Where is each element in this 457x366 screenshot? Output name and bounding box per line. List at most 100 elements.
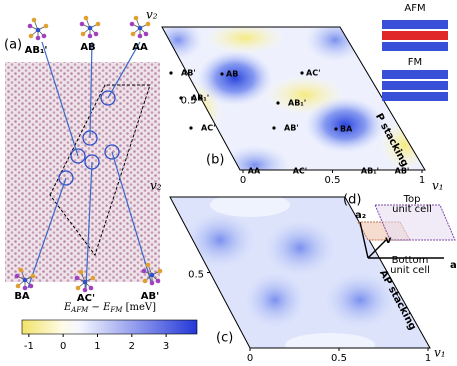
x-tick-label: 1 xyxy=(419,175,425,186)
atom xyxy=(74,275,80,281)
atom xyxy=(41,33,47,39)
atom xyxy=(129,21,135,27)
site-dot xyxy=(300,71,304,75)
atom xyxy=(133,15,139,21)
legend-fm: FM xyxy=(408,57,422,68)
colorbar-label-part: [meV] xyxy=(122,302,156,313)
diagram-label: a₂ xyxy=(355,210,366,221)
site-dot xyxy=(220,72,224,76)
atom xyxy=(149,280,155,286)
x-tick-label: 0.5 xyxy=(331,353,347,364)
atom xyxy=(43,23,49,29)
colorbar-label: EAFM − EFM [meV] xyxy=(63,302,156,315)
x-tick-label: 0.5 xyxy=(325,175,341,186)
atom xyxy=(35,35,41,41)
diagram-label: unit cell xyxy=(392,204,432,215)
site-label: AC' xyxy=(201,124,216,133)
site-label: AB xyxy=(80,42,95,53)
atom xyxy=(155,278,161,284)
heatmap-ap xyxy=(170,197,430,348)
y-tick-label: 0.5 xyxy=(188,270,204,281)
atom xyxy=(78,269,84,275)
x-tick-label: 0 xyxy=(247,353,253,364)
colorbar xyxy=(21,319,198,335)
diagram-label: Bottom xyxy=(392,255,429,266)
site-label: AB₁' xyxy=(25,45,48,56)
molecule-icon xyxy=(79,15,101,39)
site-label: AA xyxy=(248,167,261,176)
atom xyxy=(141,268,147,274)
panel-label: (b) xyxy=(206,153,224,168)
site-label: AB xyxy=(226,70,238,79)
y-axis-label: v₂ xyxy=(150,179,162,193)
moire-cell xyxy=(49,84,151,257)
panel-label: (a) xyxy=(4,38,22,53)
atom xyxy=(130,31,136,37)
site-label: AA xyxy=(132,42,148,53)
atom xyxy=(137,33,143,39)
site-dot xyxy=(276,101,280,105)
atom xyxy=(87,33,93,39)
site-label: AC' xyxy=(77,293,95,304)
colorbar-label-part: FM xyxy=(109,306,123,314)
atom xyxy=(30,273,36,279)
atom xyxy=(80,31,86,37)
site-dot xyxy=(272,126,276,130)
site-dot xyxy=(189,126,193,130)
atom xyxy=(82,287,88,293)
atom xyxy=(75,285,81,291)
atom xyxy=(157,268,163,274)
diagram-label: v xyxy=(385,235,392,246)
atom xyxy=(90,275,96,281)
colorbar-label-part: E xyxy=(63,302,72,313)
molecule-icon xyxy=(141,262,163,286)
site-label: AB' xyxy=(141,291,159,302)
moire-lattice xyxy=(5,62,160,282)
site-label: AB' xyxy=(395,167,410,176)
legend-afm: AFM xyxy=(404,3,425,14)
site-label: AC' xyxy=(306,69,321,78)
colorbar-tick-label: 3 xyxy=(163,341,169,352)
atom xyxy=(145,21,151,27)
panel-label: (d) xyxy=(343,193,361,208)
site-dot xyxy=(334,127,338,131)
atom xyxy=(83,15,89,21)
colorbar-label-part: − E xyxy=(88,302,111,313)
site-label: BA xyxy=(14,291,30,302)
molecule-icon xyxy=(74,269,96,293)
diagram-label: unit cell xyxy=(390,265,430,276)
atom xyxy=(27,23,33,29)
panel-label: (c) xyxy=(216,331,233,346)
x-tick-label: 1 xyxy=(425,353,431,364)
colorbar-tick-label: 1 xyxy=(94,341,100,352)
atom xyxy=(79,21,85,27)
y-axis-label: v₂ xyxy=(146,8,158,22)
atom xyxy=(22,277,28,283)
atom xyxy=(31,17,37,23)
x-tick-label: 0 xyxy=(240,175,246,186)
atom xyxy=(15,283,21,289)
molecule-icon xyxy=(129,15,151,39)
colorbar-tick-label: 2 xyxy=(129,341,135,352)
site-dot xyxy=(169,71,173,75)
atom xyxy=(143,31,149,37)
x-axis-label: v₁ xyxy=(432,179,444,193)
atom xyxy=(28,283,34,289)
site-label: AB' xyxy=(284,124,299,133)
atom xyxy=(93,31,99,37)
atom xyxy=(22,285,28,291)
atom xyxy=(14,273,20,279)
site-label: AB' xyxy=(181,69,196,78)
spin-structures xyxy=(382,20,448,101)
atom xyxy=(142,278,148,284)
atom xyxy=(35,27,41,33)
site-label: AB₁' xyxy=(361,167,379,176)
diagram-label: Top xyxy=(403,194,421,205)
site-dot xyxy=(179,96,183,100)
molecule-icon xyxy=(14,267,36,291)
molecule-icon xyxy=(27,17,49,41)
frame-ap xyxy=(169,196,431,349)
x-axis-label: v₁ xyxy=(434,346,446,360)
atom xyxy=(28,33,34,39)
